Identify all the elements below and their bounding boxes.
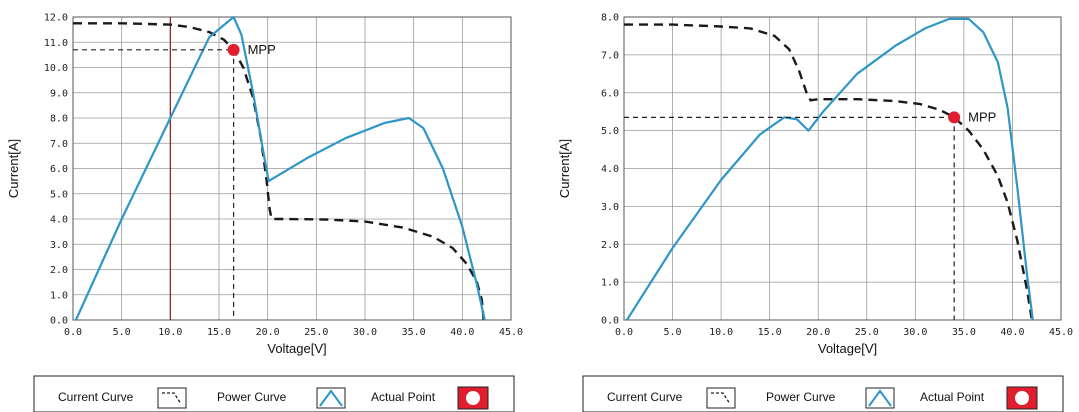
x-tick-label: 5.0 — [113, 327, 131, 338]
y-tick-label: 5.0 — [50, 189, 68, 200]
y-tick-label: 7.0 — [601, 50, 619, 61]
y-tick-label: 4.0 — [601, 164, 619, 175]
current-curve-icon-frame — [157, 387, 187, 409]
actual-point-icon-dot — [1015, 391, 1029, 405]
mpp-point — [227, 43, 240, 56]
current-curve-icon — [157, 387, 187, 409]
power-curve-line — [74, 15, 486, 321]
legend: Current Curve Power Curve Actual Point — [33, 375, 515, 412]
power-curve-icon-glyph — [319, 389, 343, 407]
power-curve-icon-frame — [316, 387, 346, 409]
legend-box — [582, 375, 1064, 412]
x-axis-label: Voltage[V] — [818, 341, 877, 356]
x-tick-label: 45.0 — [499, 327, 523, 338]
grid — [72, 16, 512, 321]
x-tick-label: 30.0 — [353, 327, 377, 338]
y-axis-label: Current[A] — [6, 139, 21, 198]
y-tick-label: 6.0 — [50, 164, 68, 175]
legend-power-label: Power Curve — [217, 390, 287, 404]
y-tick-label: 4.0 — [50, 215, 68, 226]
x-tick-label: 25.0 — [855, 327, 879, 338]
x-tick-label: 35.0 — [402, 327, 426, 338]
mpp-label: MPP — [968, 109, 996, 124]
y-axis-label: Current[A] — [557, 139, 572, 198]
x-tick-label: 20.0 — [256, 327, 280, 338]
current-curve-icon-glyph — [711, 392, 731, 405]
y-tick-label: 1.0 — [50, 290, 68, 301]
y-tick-label: 3.0 — [50, 240, 68, 251]
actual-point-icon — [457, 386, 489, 410]
legend-box — [33, 375, 515, 412]
x-tick-label: 45.0 — [1049, 327, 1073, 338]
power-curve-line — [625, 17, 1034, 321]
plot-frame — [72, 16, 512, 321]
x-tick-label: 20.0 — [806, 327, 830, 338]
legend-power-label: Power Curve — [766, 390, 836, 404]
x-tick-label: 15.0 — [758, 327, 782, 338]
legend-actual-label: Actual Point — [920, 390, 985, 404]
y-tick-label: 0.0 — [601, 316, 619, 327]
x-tick-label: 5.0 — [664, 327, 682, 338]
x-tick-label: 15.0 — [207, 327, 231, 338]
y-tick-label: 1.0 — [601, 278, 619, 289]
x-tick-label: 30.0 — [903, 327, 927, 338]
x-tick-label: 0.0 — [615, 327, 633, 338]
power-curve-icon-frame — [865, 387, 895, 409]
y-tick-label: 6.0 — [601, 88, 619, 99]
current-curve-line — [624, 23, 1034, 321]
x-tick-label: 40.0 — [450, 327, 474, 338]
actual-point-icon-dot — [466, 391, 480, 405]
x-axis-label: Voltage[V] — [267, 341, 326, 356]
current-curve-icon-frame — [706, 387, 736, 409]
x-tick-label: 10.0 — [158, 327, 182, 338]
legend: Current Curve Power Curve Actual Point — [582, 375, 1064, 412]
y-tick-label: 5.0 — [601, 126, 619, 137]
y-tick-label: 2.0 — [50, 265, 68, 276]
chart-left: 0.0 5.0 10.0 15.0 20.0 25.0 30.0 35.0 40.0 45.0 0.… — [6, 13, 523, 412]
y-tick-label: 0.0 — [50, 316, 68, 327]
legend-current-label: Current Curve — [607, 390, 683, 404]
actual-point-icon — [1006, 386, 1038, 410]
chart-right: 0.0 5.0 10.0 15.0 20.0 25.0 30.0 35.0 40.0 45.0 0.… — [557, 13, 1073, 412]
x-tick-label: 10.0 — [709, 327, 733, 338]
y-tick-label: 8.0 — [601, 13, 619, 24]
y-tick-label: 12.0 — [44, 13, 68, 24]
y-tick-label: 11.0 — [44, 38, 68, 49]
current-curve-icon-glyph — [162, 392, 182, 405]
power-curve-icon — [316, 387, 346, 409]
x-tick-label: 40.0 — [1000, 327, 1024, 338]
legend-actual-label: Actual Point — [371, 390, 436, 404]
y-tick-label: 7.0 — [50, 139, 68, 150]
plot-frame — [623, 16, 1062, 321]
mpp-label: MPP — [248, 42, 276, 57]
current-curve-line — [73, 22, 485, 321]
x-tick-label: 35.0 — [952, 327, 976, 338]
power-curve-icon-glyph — [868, 389, 892, 407]
power-curve-icon — [865, 387, 895, 409]
y-tick-label: 9.0 — [50, 88, 68, 99]
y-tick-label: 10.0 — [44, 63, 68, 74]
x-tick-label: 25.0 — [304, 327, 328, 338]
y-tick-label: 8.0 — [50, 114, 68, 125]
x-tick-label: 0.0 — [64, 327, 82, 338]
mpp-point — [948, 111, 961, 124]
y-tick-label: 3.0 — [601, 202, 619, 213]
y-tick-label: 2.0 — [601, 240, 619, 251]
current-curve-icon — [706, 387, 736, 409]
grid — [623, 16, 1062, 321]
legend-current-label: Current Curve — [58, 390, 134, 404]
